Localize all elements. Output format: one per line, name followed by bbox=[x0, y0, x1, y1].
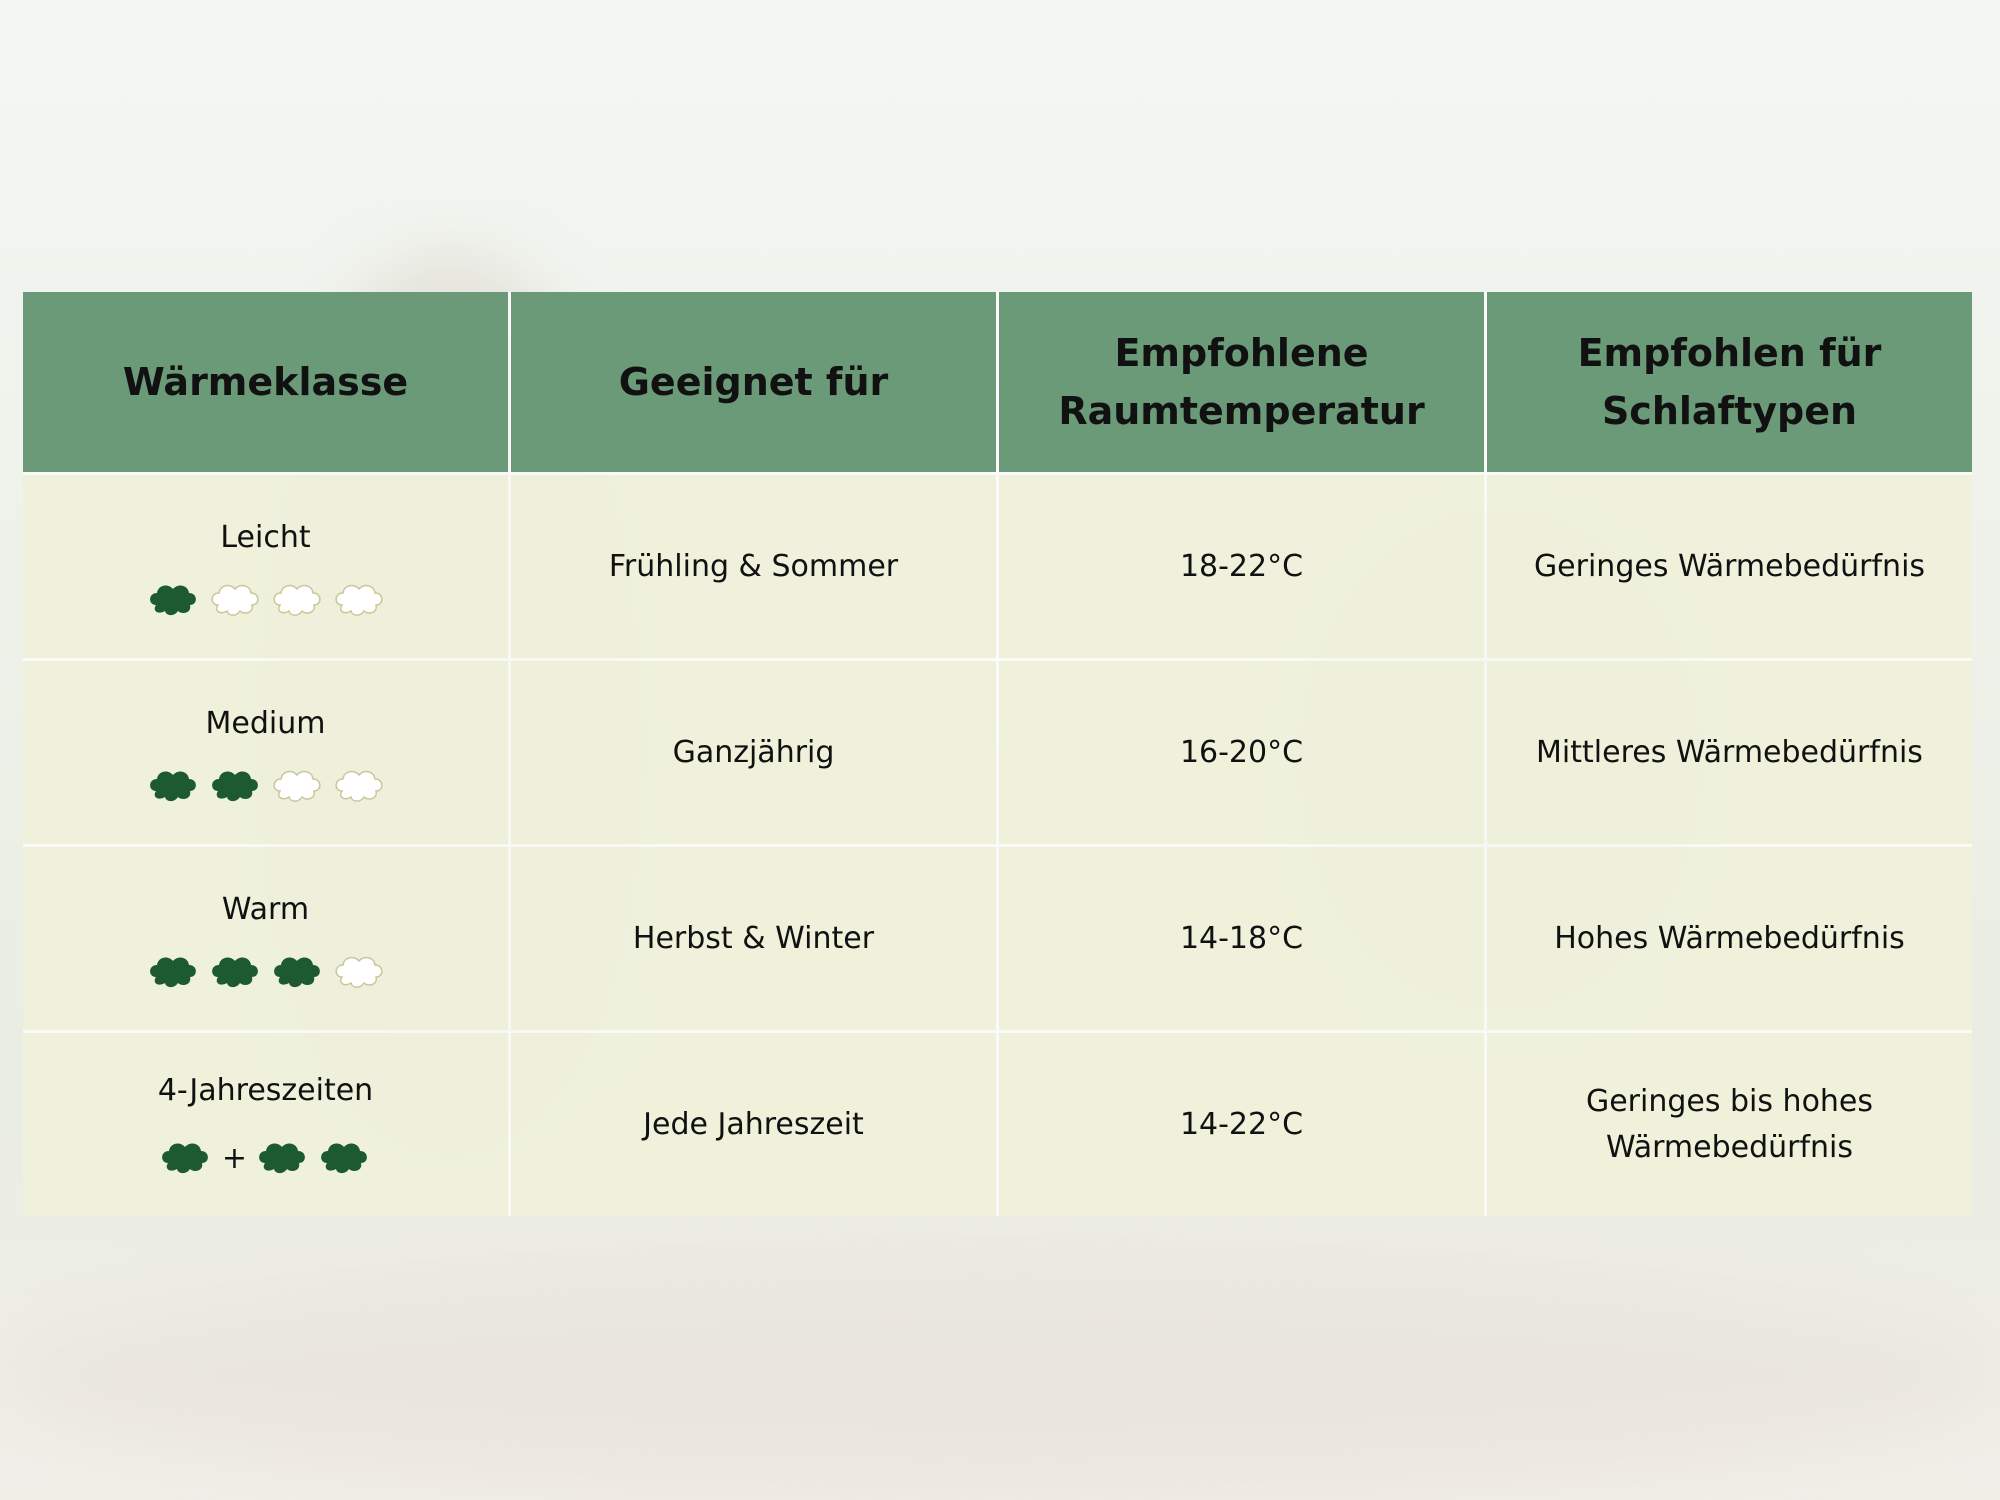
class-label: Leicht bbox=[220, 519, 311, 555]
class-cell: Warm bbox=[23, 847, 508, 1030]
season-cell: Herbst & Winter bbox=[511, 847, 996, 1030]
class-cell: Medium bbox=[23, 661, 508, 844]
class-cell: 4-Jahreszeiten + bbox=[23, 1033, 508, 1216]
sleeper-cell: Geringes Wärmebedürfnis bbox=[1487, 475, 1972, 658]
class-label: Medium bbox=[205, 705, 326, 741]
header-cell: Empfohlene Raumtemperatur bbox=[999, 292, 1484, 472]
temperature-cell: 14-18°C bbox=[999, 847, 1484, 1030]
warmth-icons bbox=[149, 584, 383, 616]
class-label: Warm bbox=[221, 891, 310, 927]
warmth-icons bbox=[149, 956, 383, 988]
cloud-icon bbox=[259, 1143, 367, 1173]
table: Wärmeklasse Geeignet für Empfohlene Raum… bbox=[23, 292, 1972, 1216]
season-cell: Jede Jahreszeit bbox=[511, 1033, 996, 1216]
header-cell: Empfohlen für Schlaftypen bbox=[1487, 292, 1972, 472]
cloud-icon bbox=[162, 1143, 208, 1173]
sleeper-cell: Hohes Wärmebedürfnis bbox=[1487, 847, 1972, 1030]
temperature-cell: 16-20°C bbox=[999, 661, 1484, 844]
warmth-icons bbox=[149, 770, 383, 802]
class-cell: Leicht bbox=[23, 475, 508, 658]
header-cell: Geeignet für bbox=[511, 292, 996, 472]
plus-sign: + bbox=[221, 1140, 248, 1176]
sleeper-cell: Mittleres Wärmebedürfnis bbox=[1487, 661, 1972, 844]
header-cell: Wärmeklasse bbox=[23, 292, 508, 472]
class-label: 4-Jahreszeiten bbox=[157, 1072, 374, 1108]
temperature-cell: 18-22°C bbox=[999, 475, 1484, 658]
warmth-icons: + bbox=[160, 1136, 371, 1182]
temperature-cell: 14-22°C bbox=[999, 1033, 1484, 1216]
background-bed bbox=[0, 1250, 2000, 1500]
season-cell: Frühling & Sommer bbox=[511, 475, 996, 658]
sleeper-cell: Geringes bis hohes Wärmebedürfnis bbox=[1487, 1033, 1972, 1216]
season-cell: Ganzjährig bbox=[511, 661, 996, 844]
